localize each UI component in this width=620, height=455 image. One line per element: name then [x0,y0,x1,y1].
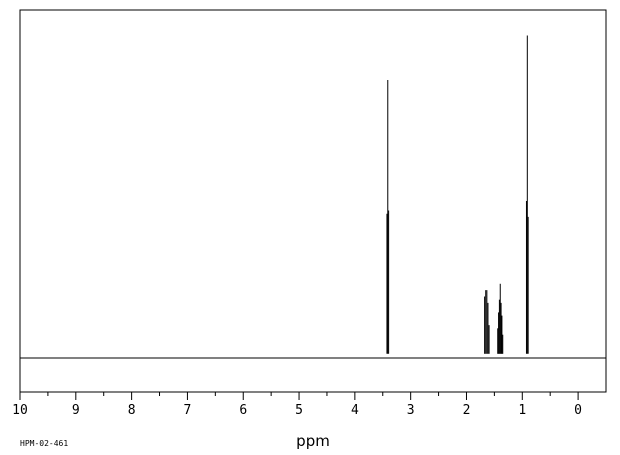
x-tick-label: 2 [463,403,471,418]
peak-group [386,35,529,354]
x-tick-label: 9 [72,403,80,418]
plot-frame [19,9,607,393]
x-tick-label: 6 [239,403,247,418]
x-tick-label: 4 [351,403,359,418]
x-axis-title: ppm [296,432,330,450]
x-tick-label: 0 [574,403,582,418]
x-tick-label: 7 [184,403,192,418]
x-tick-label: 10 [12,403,28,418]
x-axis-ticks: 10 9 8 7 6 5 4 3 2 1 0 [12,392,582,418]
x-tick-label: 5 [295,403,303,418]
x-tick-label: 3 [407,403,415,418]
x-tick-label: 8 [128,403,136,418]
sample-code-label: HPM-02-461 [20,439,68,448]
x-tick-label: 1 [518,403,526,418]
